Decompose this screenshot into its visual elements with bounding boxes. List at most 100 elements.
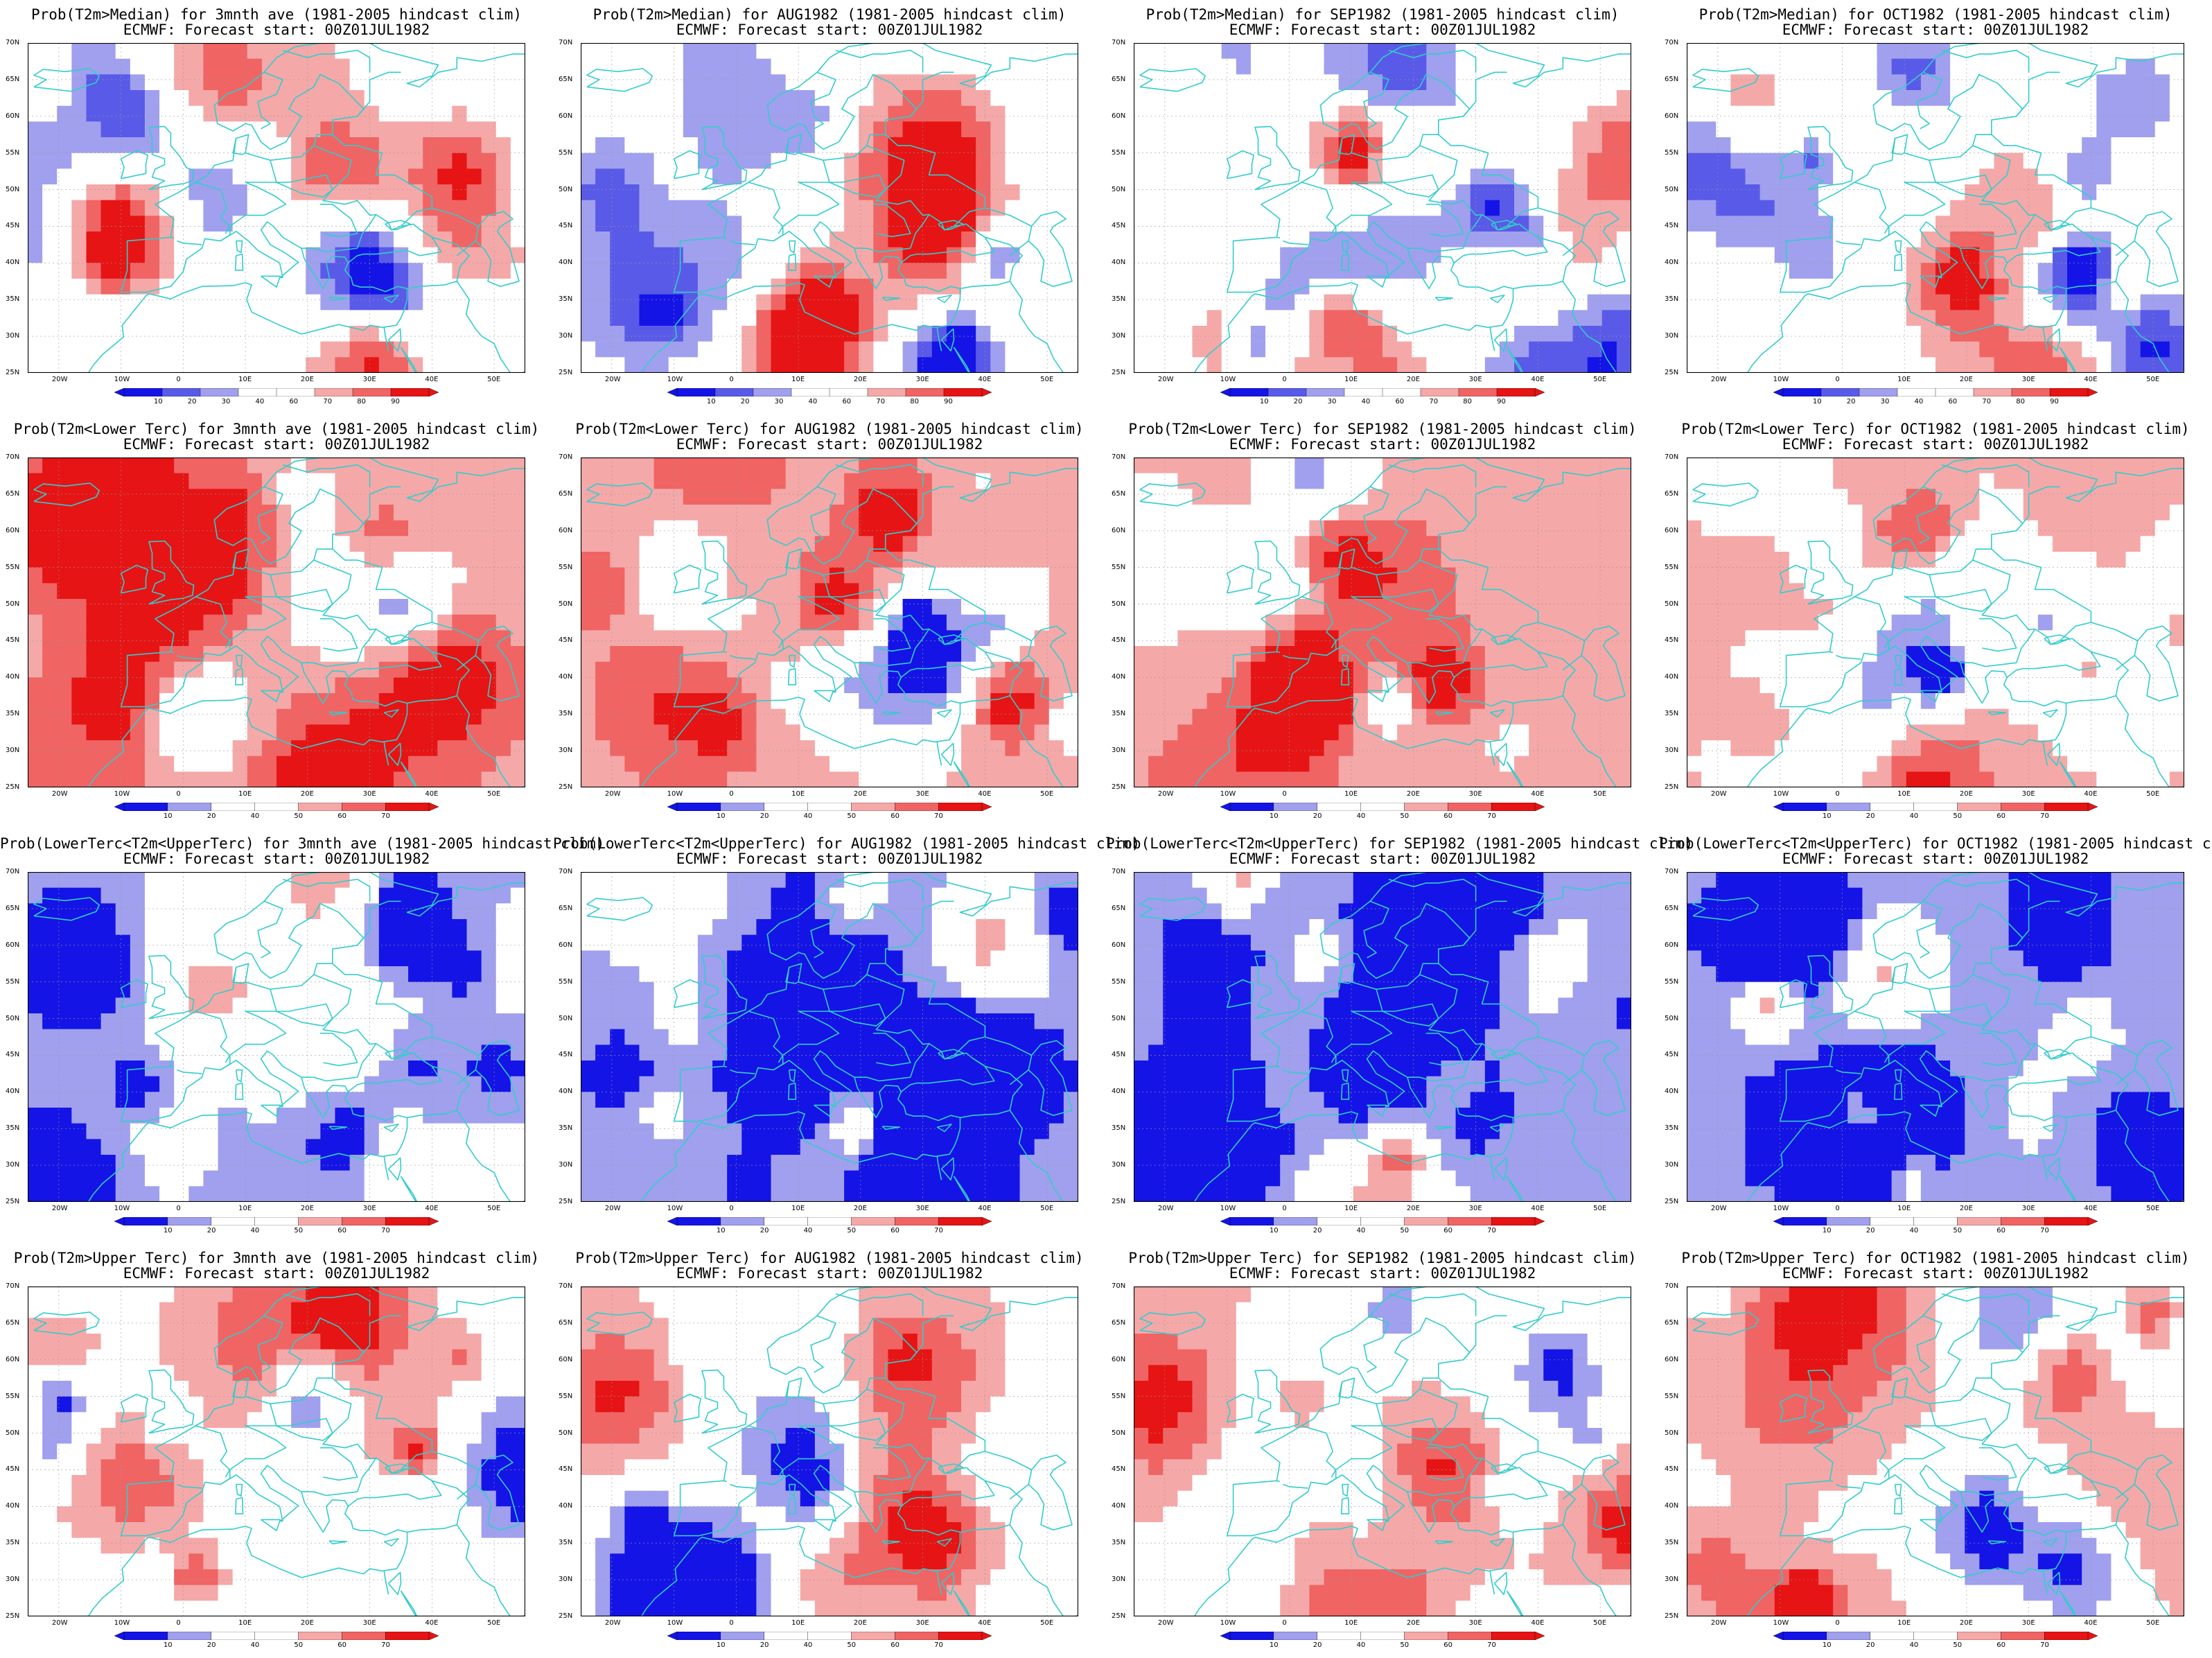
colorbar-label: 60	[1996, 1227, 2006, 1234]
lon-tick-label: 0	[729, 376, 734, 383]
probability-map	[28, 457, 525, 787]
colorbar-label: 20	[207, 1227, 216, 1234]
lon-tick-label: 20E	[853, 790, 867, 798]
lat-tick-label: 25N	[1665, 783, 1679, 791]
lat-tick-label: 30N	[559, 332, 573, 340]
lon-tick-label: 10E	[238, 1619, 252, 1627]
panel-title: Prob(T2m>Upper Terc) for OCT1982 (1981-2…	[1681, 1250, 2190, 1266]
lon-tick-label: 0	[176, 1619, 181, 1627]
lat-tick-label: 30N	[6, 1161, 20, 1169]
colorbar-label: 70	[1487, 1641, 1496, 1649]
lat-tick-label: 50N	[1665, 1014, 1679, 1022]
panel-title: Prob(T2m>Median) for SEP1982 (1981-2005 …	[1146, 6, 1620, 23]
colorbar-label: 20	[1866, 1641, 1875, 1649]
lat-tick-label: 70N	[559, 1282, 573, 1290]
colorbar-label: 60	[1443, 1641, 1453, 1649]
colorbar-label: 70	[876, 398, 886, 405]
lat-tick-label: 45N	[559, 222, 573, 230]
colorbar-label: 60	[289, 398, 299, 405]
colorbar	[1773, 803, 2098, 811]
lon-tick-label: 10W	[114, 790, 130, 798]
colorbar-label: 60	[842, 398, 852, 405]
lon-tick-label: 50E	[2146, 1205, 2160, 1212]
lat-tick-label: 25N	[1112, 1198, 1126, 1205]
colorbar-label: 70	[2040, 1641, 2049, 1649]
lat-tick-label: 40N	[559, 1088, 573, 1096]
colorbar-label: 20	[1313, 812, 1322, 820]
panel-title: Prob(T2m>Median) for 3mnth ave (1981-200…	[30, 6, 522, 23]
lon-tick-label: 0	[1282, 1205, 1287, 1212]
colorbar-label: 40	[1356, 812, 1366, 820]
colorbar-label: 10	[716, 1641, 726, 1649]
colorbar-label: 70	[2040, 812, 2049, 820]
lat-tick-label: 35N	[1112, 1539, 1126, 1547]
lon-tick-label: 40E	[1531, 1619, 1545, 1627]
lon-tick-label: 10E	[791, 1619, 805, 1627]
lat-tick-label: 40N	[1112, 673, 1126, 681]
lon-tick-label: 30E	[2021, 376, 2035, 383]
lon-tick-label: 40E	[978, 1205, 992, 1212]
lon-tick-label: 30E	[2021, 1619, 2035, 1627]
colorbar-label: 70	[1487, 812, 1496, 820]
map-panel: Prob(T2m>Median) for SEP1982 (1981-2005 …	[1106, 0, 1659, 414]
forecast-start-label: ECMWF: Forecast start: 00Z01JUL1982	[1229, 21, 1536, 38]
colorbar-label: 70	[381, 1641, 390, 1649]
lon-tick-label: 40E	[425, 1619, 439, 1627]
lon-tick-label: 10W	[1220, 790, 1236, 798]
colorbar-label: 50	[847, 1641, 857, 1649]
lon-tick-label: 10E	[1897, 376, 1911, 383]
lat-tick-label: 60N	[1665, 941, 1679, 949]
lon-tick-label: 0	[729, 790, 734, 798]
lat-tick-label: 45N	[6, 1465, 20, 1474]
colorbar-label: 10	[1812, 398, 1822, 405]
lon-tick-label: 20W	[1710, 1205, 1727, 1212]
lat-tick-label: 70N	[1112, 39, 1126, 46]
colorbar-label: 80	[910, 398, 919, 405]
probability-map	[1687, 43, 2184, 373]
colorbar-label: 60	[1996, 812, 2006, 820]
panel-title: Prob(LowerTerc<T2m<UpperTerc) for 3mnth …	[0, 835, 605, 852]
colorbar-label: 10	[706, 398, 716, 405]
colorbar-label: 10	[1269, 1227, 1279, 1234]
lat-tick-label: 70N	[559, 453, 573, 461]
lon-tick-label: 10E	[791, 1205, 805, 1212]
colorbar-label: 20	[1313, 1227, 1322, 1234]
colorbar	[1773, 1632, 2098, 1640]
lat-tick-label: 40N	[1665, 1502, 1679, 1510]
colorbar-label: 10	[163, 1641, 173, 1649]
lon-tick-label: 20E	[1959, 376, 1973, 383]
colorbar-label: 40	[1361, 398, 1371, 405]
lon-tick-label: 10W	[1220, 376, 1236, 383]
lat-tick-label: 60N	[559, 941, 573, 949]
lat-tick-label: 50N	[6, 600, 20, 608]
lat-tick-label: 35N	[1112, 295, 1126, 304]
lon-tick-label: 20W	[1157, 376, 1174, 383]
lat-tick-label: 60N	[1112, 941, 1126, 949]
lat-tick-label: 35N	[559, 1539, 573, 1547]
lon-tick-label: 20E	[853, 1619, 867, 1627]
lat-tick-label: 35N	[1665, 710, 1679, 718]
lon-tick-label: 10E	[238, 376, 252, 383]
lat-tick-label: 50N	[6, 1014, 20, 1022]
colorbar-label: 40	[808, 398, 818, 405]
colorbar-label: 70	[1487, 1227, 1496, 1234]
lat-tick-label: 50N	[1112, 1014, 1126, 1022]
colorbar-label: 80	[2016, 398, 2025, 405]
lat-tick-label: 45N	[1112, 1465, 1126, 1474]
lat-tick-label: 40N	[1665, 673, 1679, 681]
colorbar-label: 70	[934, 1227, 943, 1234]
lon-tick-label: 0	[176, 1205, 181, 1212]
lon-tick-label: 20E	[853, 1205, 867, 1212]
lat-tick-label: 25N	[6, 369, 20, 376]
lat-tick-label: 45N	[6, 636, 20, 645]
colorbar	[114, 803, 439, 811]
lat-tick-label: 30N	[6, 747, 20, 755]
lat-tick-label: 70N	[6, 453, 20, 461]
lat-tick-label: 65N	[6, 904, 20, 912]
map-panel: Prob(T2m>Upper Terc) for 3mnth ave (1981…	[0, 1244, 553, 1658]
colorbar-label: 40	[803, 1641, 813, 1649]
probability-map	[581, 457, 1078, 787]
probability-map	[1134, 1286, 1631, 1616]
lon-tick-label: 30E	[915, 376, 929, 383]
lat-tick-label: 40N	[559, 259, 573, 267]
